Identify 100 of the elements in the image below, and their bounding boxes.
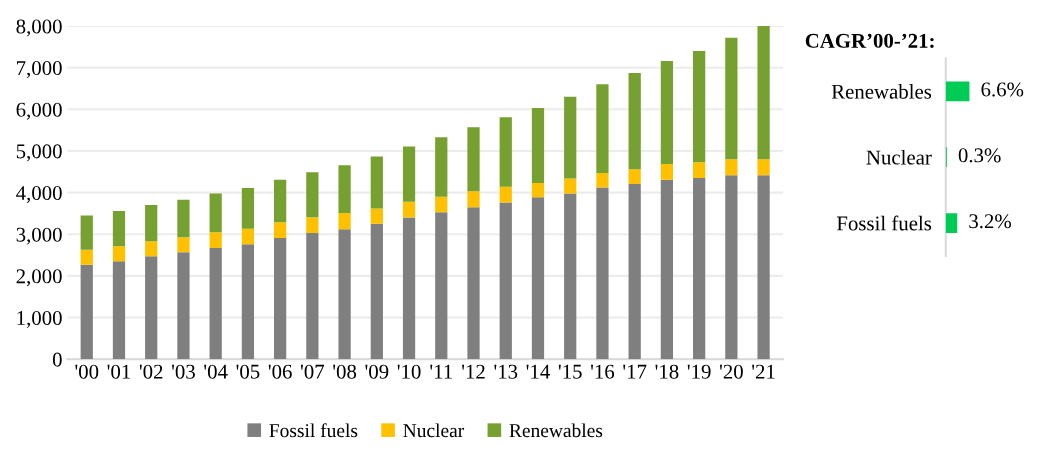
legend-label: Fossil fuels [269, 423, 358, 438]
bar [660, 61, 674, 164]
bar [370, 156, 383, 209]
bar [596, 84, 609, 174]
bar [274, 238, 287, 360]
bar [499, 117, 512, 187]
x-tick-label: '09 [365, 364, 389, 379]
bar [467, 191, 480, 208]
bar [241, 188, 255, 229]
bar [112, 246, 126, 262]
bar [596, 187, 609, 360]
bar [531, 197, 545, 360]
legend-label: Nuclear [403, 423, 465, 438]
x-tick-label: '20 [719, 364, 743, 379]
bar [402, 146, 416, 202]
bar [757, 159, 770, 176]
bar [177, 199, 190, 238]
bar [564, 193, 577, 360]
y-tick-label: Renewables [831, 84, 932, 99]
bar [112, 261, 126, 360]
x-tick-label: '18 [655, 364, 679, 379]
bar [467, 127, 480, 192]
x-tick-label: '16 [591, 364, 615, 379]
y-tick-label: 1,000 [17, 310, 62, 328]
y-tick-label: 6,000 [16, 102, 62, 120]
bar [306, 172, 319, 218]
bar [628, 73, 641, 170]
bar [596, 173, 609, 188]
bar [628, 183, 641, 360]
y-tick-label: 0 [52, 352, 62, 367]
y-tick-label: 7,000 [17, 61, 62, 79]
x-tick-label: '03 [172, 364, 195, 379]
bar [241, 228, 255, 245]
bar [467, 207, 480, 360]
x-tick-label: '14 [526, 364, 550, 379]
y-tick-label: 2,000 [16, 269, 62, 287]
legend-label: Renewables [509, 423, 603, 438]
bar [725, 175, 738, 360]
bar [660, 179, 674, 360]
bar [531, 108, 545, 184]
bar [112, 210, 126, 247]
x-tick-label: '15 [558, 364, 582, 379]
bar [435, 137, 448, 197]
data-label: 0.3% [958, 148, 1001, 163]
bar [693, 162, 706, 179]
bar [145, 241, 158, 257]
x-tick-label: '12 [462, 364, 485, 379]
bar [177, 252, 190, 360]
bar [402, 201, 416, 218]
bar [145, 256, 158, 360]
bar [338, 229, 351, 360]
y-tick-label: Nuclear [866, 149, 932, 165]
data-label: 3.2% [969, 214, 1012, 229]
bar [531, 183, 545, 198]
bar [209, 248, 222, 360]
data-label: 6.6% [981, 82, 1024, 97]
x-tick-label: '19 [687, 364, 711, 379]
x-tick-label: '04 [204, 364, 228, 379]
x-tick-label: '08 [333, 364, 357, 379]
x-tick-label: '02 [139, 364, 163, 379]
bar [435, 196, 448, 213]
x-tick-label: '06 [268, 364, 292, 379]
bar [209, 193, 222, 233]
bar [306, 233, 319, 360]
bar [402, 217, 416, 360]
y-tick-label: Fossil fuels [836, 215, 932, 231]
chart-title: CAGR’00-’21: [805, 33, 934, 48]
bar [564, 96, 577, 179]
bar [338, 165, 351, 214]
bar [499, 202, 512, 360]
bar [338, 213, 351, 230]
bar [757, 175, 770, 360]
x-tick-label: '17 [623, 364, 647, 379]
bar [370, 223, 383, 360]
y-tick-label: 4,000 [16, 186, 62, 204]
bar [80, 215, 93, 250]
y-tick-label: 5,000 [16, 144, 62, 162]
bar [80, 249, 93, 265]
x-tick-label: '05 [236, 364, 260, 379]
bar [499, 186, 512, 203]
bar [370, 208, 383, 224]
x-tick-label: '11 [430, 364, 452, 379]
x-tick-label: '21 [752, 364, 775, 379]
y-tick-label: 3,000 [16, 227, 62, 245]
bar [274, 179, 287, 223]
bar [177, 237, 190, 253]
bar [725, 37, 738, 160]
bar [209, 232, 222, 249]
bar [241, 244, 255, 360]
bar [306, 217, 319, 234]
bar [80, 264, 93, 360]
bar [725, 159, 738, 176]
x-tick-label: '10 [397, 364, 421, 379]
bar [628, 169, 641, 184]
y-tick-label: 8,000 [16, 19, 62, 37]
bar [564, 178, 577, 194]
x-tick-label: '01 [107, 364, 131, 379]
bar [693, 178, 706, 360]
bar [274, 222, 287, 239]
bar [693, 51, 706, 163]
